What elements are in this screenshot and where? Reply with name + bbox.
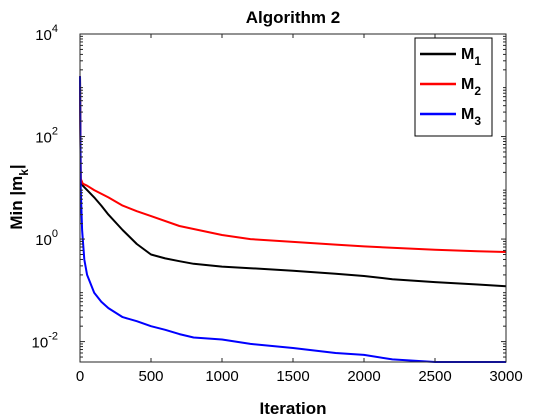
series-line-m1 [79, 76, 507, 288]
x-tick-label: 2500 [418, 368, 451, 385]
x-tick-label: 0 [76, 368, 84, 385]
x-axis-label: Iteration [259, 399, 326, 418]
legend: M1 M2 M3 [414, 37, 493, 137]
y-tick-label: 102 [35, 126, 58, 147]
y-axis-label-subscript: k [17, 169, 31, 176]
legend-label-m1: M1 [461, 46, 481, 68]
legend-label-m3: M3 [461, 106, 481, 128]
x-tick-label: 1500 [276, 368, 309, 385]
chart-title: Algorithm 2 [246, 8, 340, 27]
y-tick-label: 10-2 [32, 331, 58, 352]
plot-lines [79, 76, 507, 363]
x-tick-label: 500 [138, 368, 163, 385]
x-tick-label: 2000 [347, 368, 380, 385]
series-line-m3 [79, 76, 506, 363]
plot-frame [79, 33, 507, 363]
y-tick-label: 100 [35, 228, 58, 249]
y-axis-label-end: | [7, 164, 26, 169]
y-axis-label: Min |mk| [7, 164, 31, 229]
y-tick-label: 104 [35, 23, 58, 44]
x-tick-label: 3000 [489, 368, 522, 385]
legend-label-m2: M2 [461, 76, 481, 98]
series-line-m2 [79, 76, 507, 253]
y-axis-label-base: Min |m [7, 176, 26, 230]
x-tick-label: 1000 [205, 368, 238, 385]
